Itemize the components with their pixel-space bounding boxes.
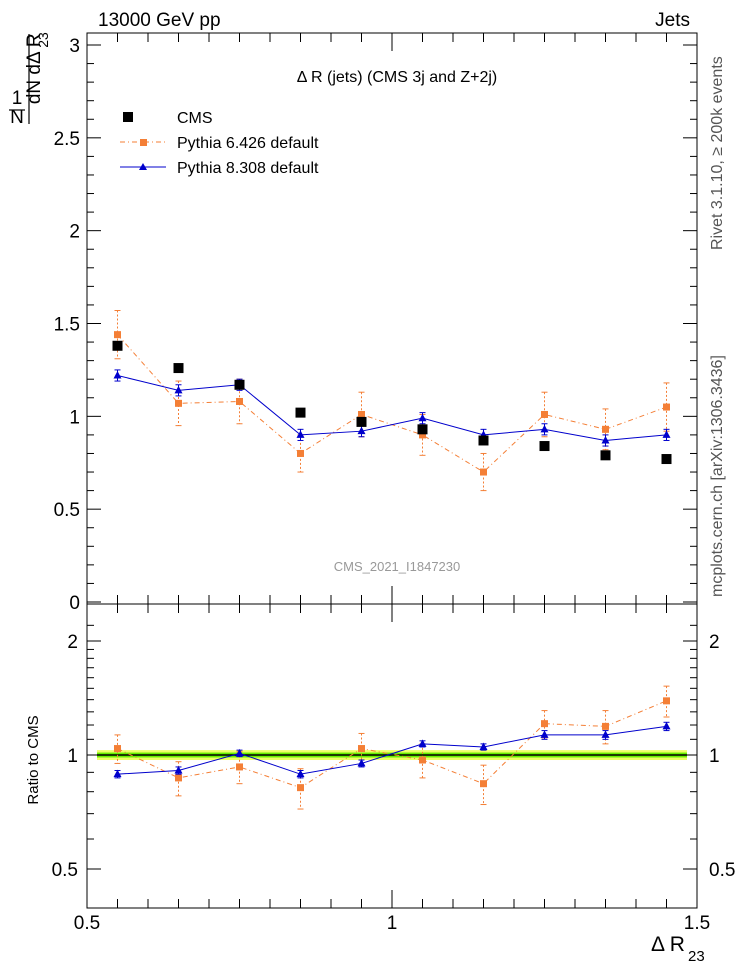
py6-main-point [663,403,670,411]
ratio-ytick-label-right: 0.5 [709,860,735,881]
py8-ratio-line [117,725,667,775]
ratio-ytick-label-right: 2 [709,632,720,653]
py8-ratio-point [296,769,305,778]
ratio-ytick-label-left: 2 [67,632,78,653]
py8-main-point [418,413,427,422]
py8-main-point [662,430,671,438]
main-ytick-label: 0.5 [54,500,80,521]
py8-ratio-point [235,748,244,757]
py6-ratio-point [358,745,365,753]
py8-ratio-point [662,721,671,730]
ylabel-dDeltaR: dΔ R [24,33,45,74]
py6-main-point [175,399,182,407]
ylabel-sub: 23 [35,32,51,48]
cms-main-point [478,435,489,446]
cms-main-point [234,379,245,390]
py6-main-point [419,431,426,439]
py6-main-point [480,468,487,476]
ratio-axes: 0.5 1 1.5 0.5 0.5 1 1 2 2 [52,604,735,934]
main-ytick-label: 0 [69,593,80,614]
py8-main-point [540,424,549,433]
main-ytick-label: 1.5 [54,315,80,336]
py6-main-point [114,331,121,339]
legend: CMS Pythia 6.426 default Pythia 8.308 de… [120,110,319,177]
py6-ratio-point [419,756,426,764]
py6-ratio-line [117,700,667,789]
mcplots-label: mcplots.cern.ch [arXiv:1306.3436] [709,355,726,597]
py6-ratio-point [480,780,487,788]
py8-main-point [357,426,366,435]
xlabel-main: Δ R [651,933,685,956]
cms-main-point [173,363,184,374]
py8-main-point [296,430,305,438]
xtick-label: 1 [387,913,398,934]
py6-ratio-point [602,722,609,730]
py6-main-line [117,334,667,473]
legend-py8-label: Pythia 8.308 default [177,160,319,177]
ratio-ylabel: Ratio to CMS [25,715,42,804]
cms-main-point [539,441,550,452]
py6-ratio-point [541,720,548,728]
xlabel-sub: 23 [688,948,705,965]
py8-ratio-point [113,769,122,778]
main-axes: 0 0.5 1 1.5 2 2.5 3 [54,33,698,614]
py8-main-point [601,435,610,444]
py6-ratio-point [297,784,304,792]
xtick-label: 1.5 [684,913,710,934]
header-left: 13000 GeV pp [98,10,221,31]
legend-py6-marker [140,139,147,146]
py8-ratio-point [357,758,366,767]
py6-main-point [236,397,243,405]
py8-ratio-point [601,730,610,738]
cms-main-point [295,407,306,418]
py8-main-point [174,385,183,394]
py8-ratio-point [479,742,488,750]
py6-ratio-point [663,697,670,705]
main-marks [112,310,672,492]
ratio-ytick-label-left: 0.5 [52,860,78,881]
cms-main-point [600,450,611,461]
legend-cms-marker [123,112,133,122]
main-ytick-label: 2.5 [54,129,80,150]
py6-main-point [541,410,548,418]
py8-main-point [113,370,122,379]
cms-main-point [356,416,367,427]
py6-ratio-point [114,745,121,753]
py6-main-point [358,410,365,418]
cms-main-point [661,454,672,465]
main-ytick-label: 3 [69,36,80,57]
main-ytick-label: 1 [69,407,80,428]
py8-ratio-point [418,739,427,747]
ylabel-N: N [10,107,24,128]
py6-main-point [602,425,609,433]
ylabel-one: 1 [12,88,23,109]
py6-ratio-point [236,763,243,771]
py8-main-line [117,375,667,441]
cms-main-point [417,424,428,435]
main-ylabel: 1 N dN dΔ R 23 [9,32,51,128]
legend-cms-label: CMS [177,110,213,127]
watermark: CMS_2021_I1847230 [334,559,461,574]
ylabel-dN: dN [24,80,45,104]
py6-ratio-point [175,774,182,782]
header-right: Jets [655,10,690,31]
cms-main-point [112,340,123,351]
xtick-label: 0.5 [74,913,100,934]
legend-py8-marker [139,163,147,170]
py6-main-point [297,449,304,457]
ratio-ytick-label-left: 1 [67,746,78,767]
py8-ratio-point [540,730,549,738]
ratio-ytick-label-right: 1 [709,746,720,767]
main-ytick-label: 2 [69,222,80,243]
rivet-label: Rivet 3.1.10, ≥ 200k events [709,56,726,250]
legend-py6-label: Pythia 6.426 default [177,135,319,152]
ratio-marks [97,685,687,810]
py8-ratio-point [174,766,183,774]
plot-title: Δ R (jets) (CMS 3j and Z+2j) [297,69,498,86]
